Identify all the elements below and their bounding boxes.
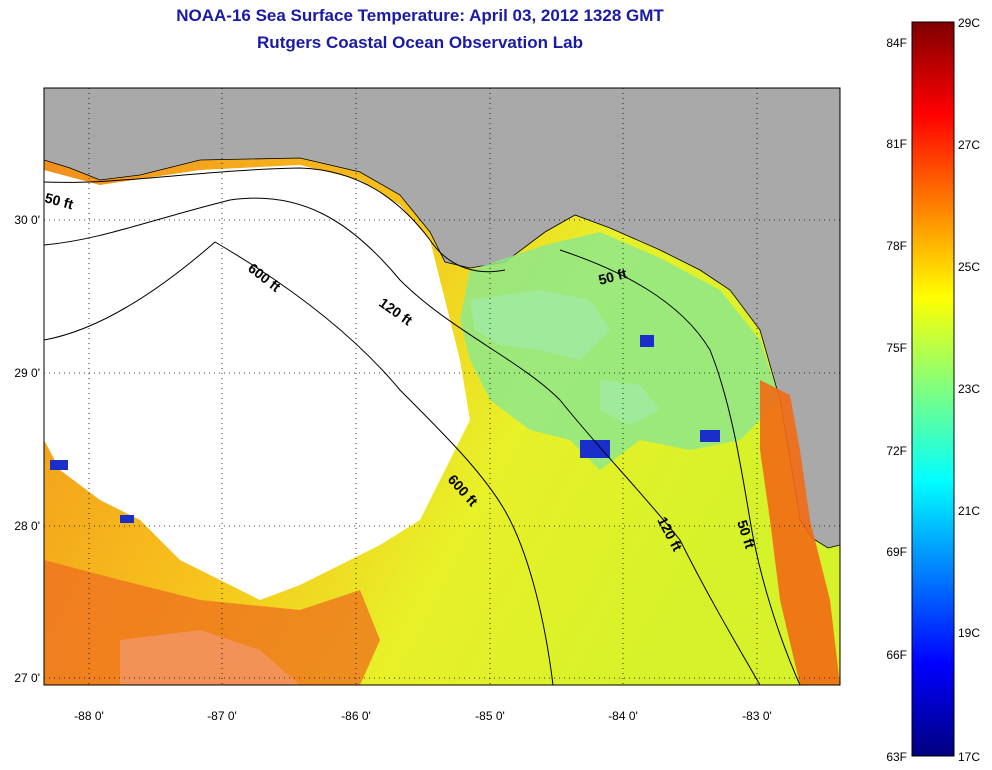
warm-coastal-strip [760, 380, 840, 685]
colorbar-f-label: 84F [886, 36, 907, 50]
lon-tick-label: -86 0' [341, 709, 371, 723]
colorbar-f-label: 78F [886, 239, 907, 253]
colorbar-c-label: 23C [958, 382, 980, 396]
colorbar-c-label: 21C [958, 504, 980, 518]
lon-tick-label: -87 0' [207, 709, 237, 723]
lon-tick-label: -83 0' [742, 709, 772, 723]
colorbar-c-label: 17C [958, 750, 980, 764]
contour-50ft-east [559, 249, 801, 685]
contour-600ft [44, 241, 554, 685]
colorbar-f-label: 69F [886, 545, 907, 559]
map-subtitle: Rutgers Coastal Ocean Observation Lab [257, 33, 583, 52]
contour-label: 50 ft [597, 265, 629, 288]
cloud-cover-west [44, 165, 470, 600]
colorbar-c-label: 29C [958, 16, 980, 30]
map-title: NOAA-16 Sea Surface Temperature: April 0… [176, 6, 664, 25]
cold-patches [50, 335, 720, 523]
lon-tick-label: -85 0' [475, 709, 505, 723]
colorbar-c-label: 27C [958, 138, 980, 152]
lat-tick-label: 28 0' [14, 519, 40, 533]
contour-120ft [44, 197, 761, 685]
colorbar-f-label: 66F [886, 648, 907, 662]
colorbar-c-label: 19C [958, 626, 980, 640]
colorbar-f-label: 72F [886, 444, 907, 458]
lat-tick-label: 29 0' [14, 366, 40, 380]
contour-50ft-north [44, 167, 506, 273]
map-frame [43, 87, 841, 686]
colorbar-f-label: 63F [886, 750, 907, 764]
colorbar [911, 21, 955, 757]
lat-tick-label: 27 0' [14, 671, 40, 685]
lon-tick-label: -84 0' [608, 709, 638, 723]
warm-band [44, 560, 380, 685]
colorbar-f-label: 75F [886, 341, 907, 355]
colorbar-f-label: 81F [886, 137, 907, 151]
lon-tick-label: -88 0' [74, 709, 104, 723]
contour-label: 50 ft [43, 189, 75, 212]
lat-tick-label: 30 0' [14, 213, 40, 227]
colorbar-c-label: 25C [958, 260, 980, 274]
cool-shelf-water [460, 232, 780, 470]
